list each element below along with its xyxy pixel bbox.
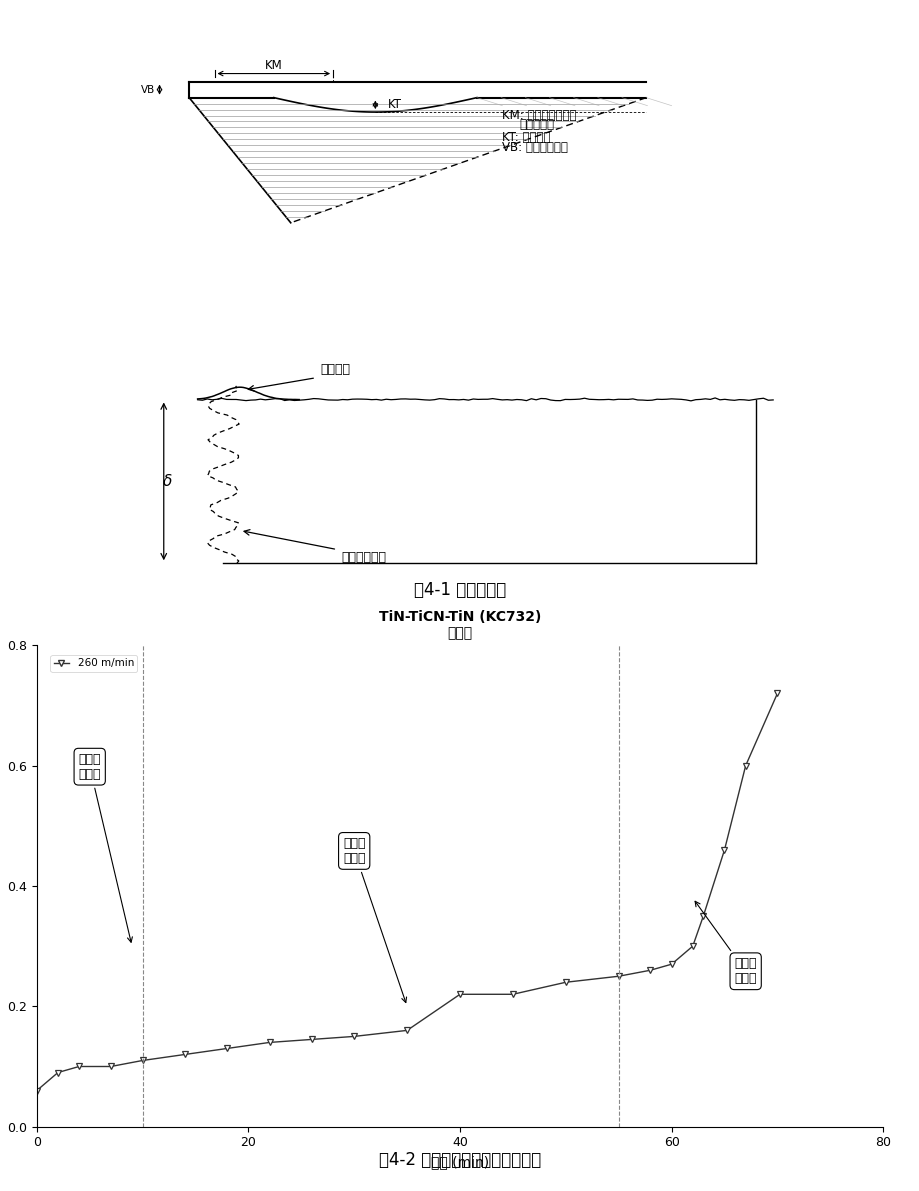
Text: 图4-1 刀具的磨损: 图4-1 刀具的磨损 <box>414 581 505 599</box>
Text: 图4-2 切削过程中侧面的磨损状况: 图4-2 切削过程中侧面的磨损状况 <box>379 1151 540 1168</box>
Text: 磨损开
始阶段: 磨损开 始阶段 <box>78 753 132 942</box>
X-axis label: 时间 (min): 时间 (min) <box>430 1155 489 1168</box>
Text: 切削痕迹深度: 切削痕迹深度 <box>341 551 386 563</box>
Text: δ: δ <box>164 474 173 488</box>
Text: KT: 凹陷深度: KT: 凹陷深度 <box>502 131 550 144</box>
Text: VB: VB <box>141 85 155 94</box>
Text: 急剧磨
损阶段: 急剧磨 损阶段 <box>695 902 756 985</box>
Legend: 260 m/min: 260 m/min <box>51 655 137 672</box>
Text: KM: KM <box>265 58 282 71</box>
Text: 凸面磨损: 凸面磨损 <box>320 363 350 376</box>
Text: 边缘的距离: 边缘的距离 <box>518 118 553 131</box>
Text: KM: 凹陷中心至切削: KM: 凹陷中心至切削 <box>502 108 576 121</box>
Text: VB: 侧面磨损宽度: VB: 侧面磨损宽度 <box>502 141 568 154</box>
Text: KT: KT <box>388 99 402 111</box>
Text: 磨损稳
定阶段: 磨损稳 定阶段 <box>343 837 406 1003</box>
Title: TiN-TiCN-TiN (KC732)
干切削: TiN-TiCN-TiN (KC732) 干切削 <box>379 610 540 640</box>
